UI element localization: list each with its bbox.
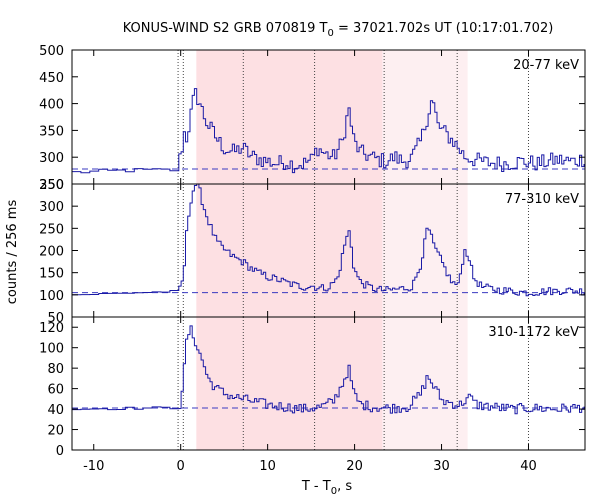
chart-title-rest: = 37021.702s UT (10:17:01.702) — [334, 21, 553, 36]
y-tick-label: 300 — [39, 151, 64, 166]
light-curve-series — [72, 88, 585, 174]
y-tick-label: 250 — [39, 222, 64, 237]
panel-1: 250 300 350 400 450 500 20-77 keV — [39, 44, 586, 193]
x-tick-label: 20 — [346, 459, 363, 474]
y-tick-label: 60 — [47, 383, 64, 398]
y-tick-label: 80 — [47, 362, 64, 377]
x-axis-label-subscript: 0 — [331, 486, 337, 497]
chart-title-main: KONUS-WIND S2 GRB 070819 T — [123, 21, 328, 36]
y-tick-label: 350 — [39, 124, 64, 139]
y-tick-label: 100 — [39, 289, 64, 304]
shaded-interval-1 — [196, 50, 383, 184]
x-tick-label: 10 — [259, 459, 276, 474]
y-tick-label: 50 — [47, 311, 64, 326]
energy-band-label: 20-77 keV — [513, 58, 579, 73]
y-tick-label: 300 — [39, 200, 64, 215]
y-tick-label: 20 — [47, 424, 64, 439]
y-tick-label: 350 — [39, 178, 64, 193]
shaded-interval-2 — [382, 184, 468, 317]
y-tick-label: 200 — [39, 245, 64, 260]
y-axis-label: counts / 256 ms — [5, 200, 20, 305]
y-tick-label: 100 — [39, 342, 64, 357]
x-tick-label: -10 — [83, 459, 104, 474]
shaded-interval-2 — [382, 50, 468, 184]
chart-title: KONUS-WIND S2 GRB 070819 T0 = 37021.702s… — [123, 21, 554, 39]
y-tick-label: 0 — [56, 444, 64, 459]
y-tick-label: 400 — [39, 98, 64, 113]
y-tick-label: 120 — [39, 321, 64, 336]
panel-3: 0 20 40 60 80 100 120 -10 0 10 20 30 40 310-1172 keV — [39, 316, 586, 474]
energy-band-label: 310-1172 keV — [488, 325, 579, 340]
x-axis-label-main: T - T — [301, 479, 331, 494]
shaded-interval-1 — [196, 317, 383, 450]
light-curve-series — [72, 184, 585, 297]
x-axis-label-rest: , s — [337, 479, 352, 494]
panel-2: 50 100 150 200 250 300 350 77-310 keV — [39, 178, 586, 326]
y-tick-label: 250 — [39, 178, 64, 193]
panel-frame — [71, 316, 586, 451]
y-tick-label: 40 — [47, 403, 64, 418]
shaded-interval-1 — [196, 184, 383, 317]
energy-band-label: 77-310 keV — [505, 192, 579, 207]
y-tick-label: 450 — [39, 71, 64, 86]
light-curve-series — [72, 325, 585, 415]
y-tick-label: 500 — [39, 44, 64, 59]
x-tick-label: 0 — [177, 459, 185, 474]
x-tick-label: 40 — [520, 459, 537, 474]
chart-title-subscript: 0 — [327, 28, 333, 39]
x-axis-label: T - T0, s — [301, 479, 352, 497]
shaded-interval-2 — [382, 317, 468, 450]
y-tick-label: 150 — [39, 267, 64, 282]
x-tick-label: 30 — [433, 459, 450, 474]
